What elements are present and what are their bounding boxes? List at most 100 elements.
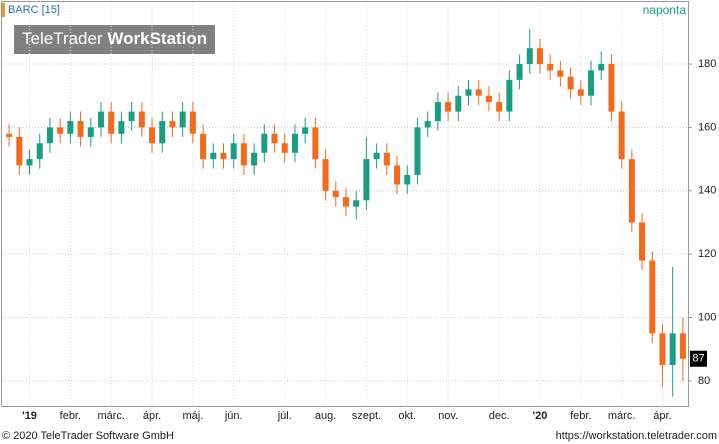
candle-body [220,152,227,160]
x-tick-label: '19 [22,410,37,422]
candle-body [577,89,584,96]
candle-body [557,70,564,77]
candle-body [87,127,94,137]
candle-body [649,260,656,334]
candle-body [353,200,360,207]
candle-body [281,143,288,153]
x-tick-label: dec. [489,410,510,422]
candle-body [46,127,53,144]
x-tick-label: febr. [60,410,81,422]
watermark-a: TeleTrader [22,29,103,48]
candle-body [669,333,676,366]
x-tick-label: márc. [97,410,125,422]
candle-body [240,143,247,166]
candle-body [138,111,145,128]
x-tick-label: aug. [315,410,336,422]
candle-body [598,64,605,71]
candle-body [332,190,339,198]
candle-body [230,143,237,160]
candle-body [516,64,523,80]
x-tick-label: szept. [352,410,381,422]
candle-body [149,127,156,144]
x-tick-label: okt. [398,410,416,422]
y-tick-label: 80 [698,375,710,387]
candle-body [200,133,207,160]
footer-left: © 2020 TeleTrader Software GmbH [2,430,174,442]
candle-body [404,174,411,185]
candle-body [77,121,84,137]
candle-body [506,79,513,112]
candle-body [414,127,421,175]
candle-body [312,127,319,160]
watermark-b: WorkStation [107,29,207,48]
candle-body [536,48,543,65]
candle-body [322,159,329,191]
candle-body [424,121,431,128]
candle-body [343,197,349,207]
candle-body [679,333,686,359]
interval: naponta [643,3,687,17]
candle-body [302,127,309,134]
candle-body [210,152,217,160]
candle-body [567,76,574,90]
candle-body [394,165,401,185]
x-tick-label: '20 [533,410,548,422]
x-tick-label: máj. [182,410,203,422]
candle-body [108,111,115,134]
candle-body [57,127,64,134]
candle-body [67,121,74,134]
x-tick-label: ápr. [653,410,671,422]
y-tick-label: 160 [698,121,716,133]
last-value-label: 87 [692,353,704,365]
candle-body [475,89,482,96]
candle-body [363,159,370,201]
chart-title: BARC [15] [8,4,60,16]
symbol-marker [2,3,5,17]
candle-body [547,64,554,71]
y-tick-label: 120 [698,248,716,260]
candle-body [588,70,595,96]
candle-body [271,133,278,144]
candle-body [251,152,258,166]
candle-body [97,111,104,128]
x-tick-label: márc. [608,410,636,422]
candle-body [6,133,13,137]
x-tick-label: júl. [277,410,292,422]
footer-right: https://workstation.teletrader.com [556,430,717,442]
y-tick-label: 180 [698,58,716,70]
candle-body [261,133,268,153]
candles [6,29,686,397]
candle-body [628,159,635,223]
candle-body [159,121,166,144]
candle-body [26,159,33,166]
candle-body [36,143,43,160]
candle-body [128,111,135,122]
grid [2,2,688,405]
x-tick-label: ápr. [143,410,161,422]
candle-body [291,133,298,153]
candle-body [169,121,176,128]
watermark: TeleTrader WorkStation [22,29,207,48]
candle-body [16,136,23,166]
x-tick-label: febr. [570,410,591,422]
candle-body [189,111,196,134]
candle-body [434,102,441,122]
y-tick-label: 140 [698,185,716,197]
candle-body [608,64,615,112]
candle-body [496,102,503,112]
candle-body [118,121,125,134]
candle-body [445,102,452,112]
candle-body [383,152,390,166]
y-tick-label: 100 [698,311,716,323]
candle-body [179,111,186,128]
candle-body [526,48,533,65]
watermark-box [14,25,215,54]
candle-body [465,89,472,96]
candle-body [455,95,462,112]
last-value-box [690,350,707,367]
candle-body [485,95,492,103]
candle-body [373,152,380,160]
candle-body [639,222,646,261]
candle-body [618,111,625,160]
